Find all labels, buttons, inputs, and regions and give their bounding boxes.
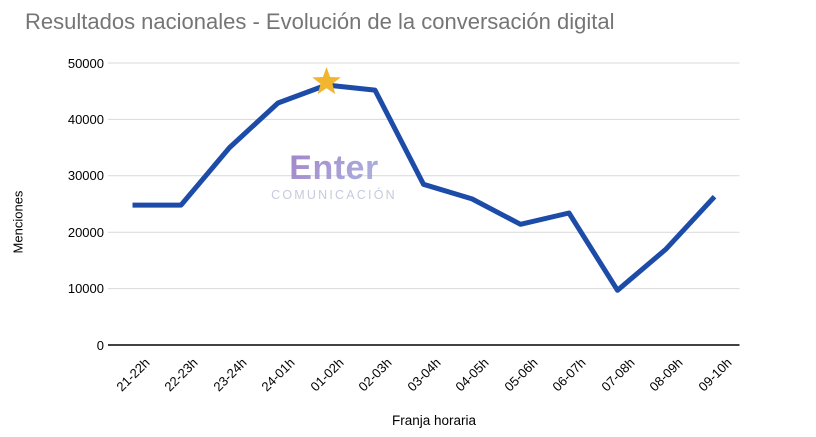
y-axis-tick-label: 0	[96, 337, 104, 353]
data-series-line	[132, 82, 717, 293]
chart-title: Resultados nacionales - Evolución de la …	[25, 9, 615, 34]
x-axis-title: Franja horaria	[391, 413, 477, 428]
y-axis-tick-label: 20000	[67, 224, 104, 240]
y-axis-tick-label: 10000	[67, 281, 104, 297]
y-axis-tick-label: 40000	[67, 111, 104, 127]
peak-star-icon	[312, 67, 341, 95]
y-axis-tick-label: 50000	[67, 55, 104, 71]
y-axis-tick-label: 30000	[67, 168, 104, 184]
